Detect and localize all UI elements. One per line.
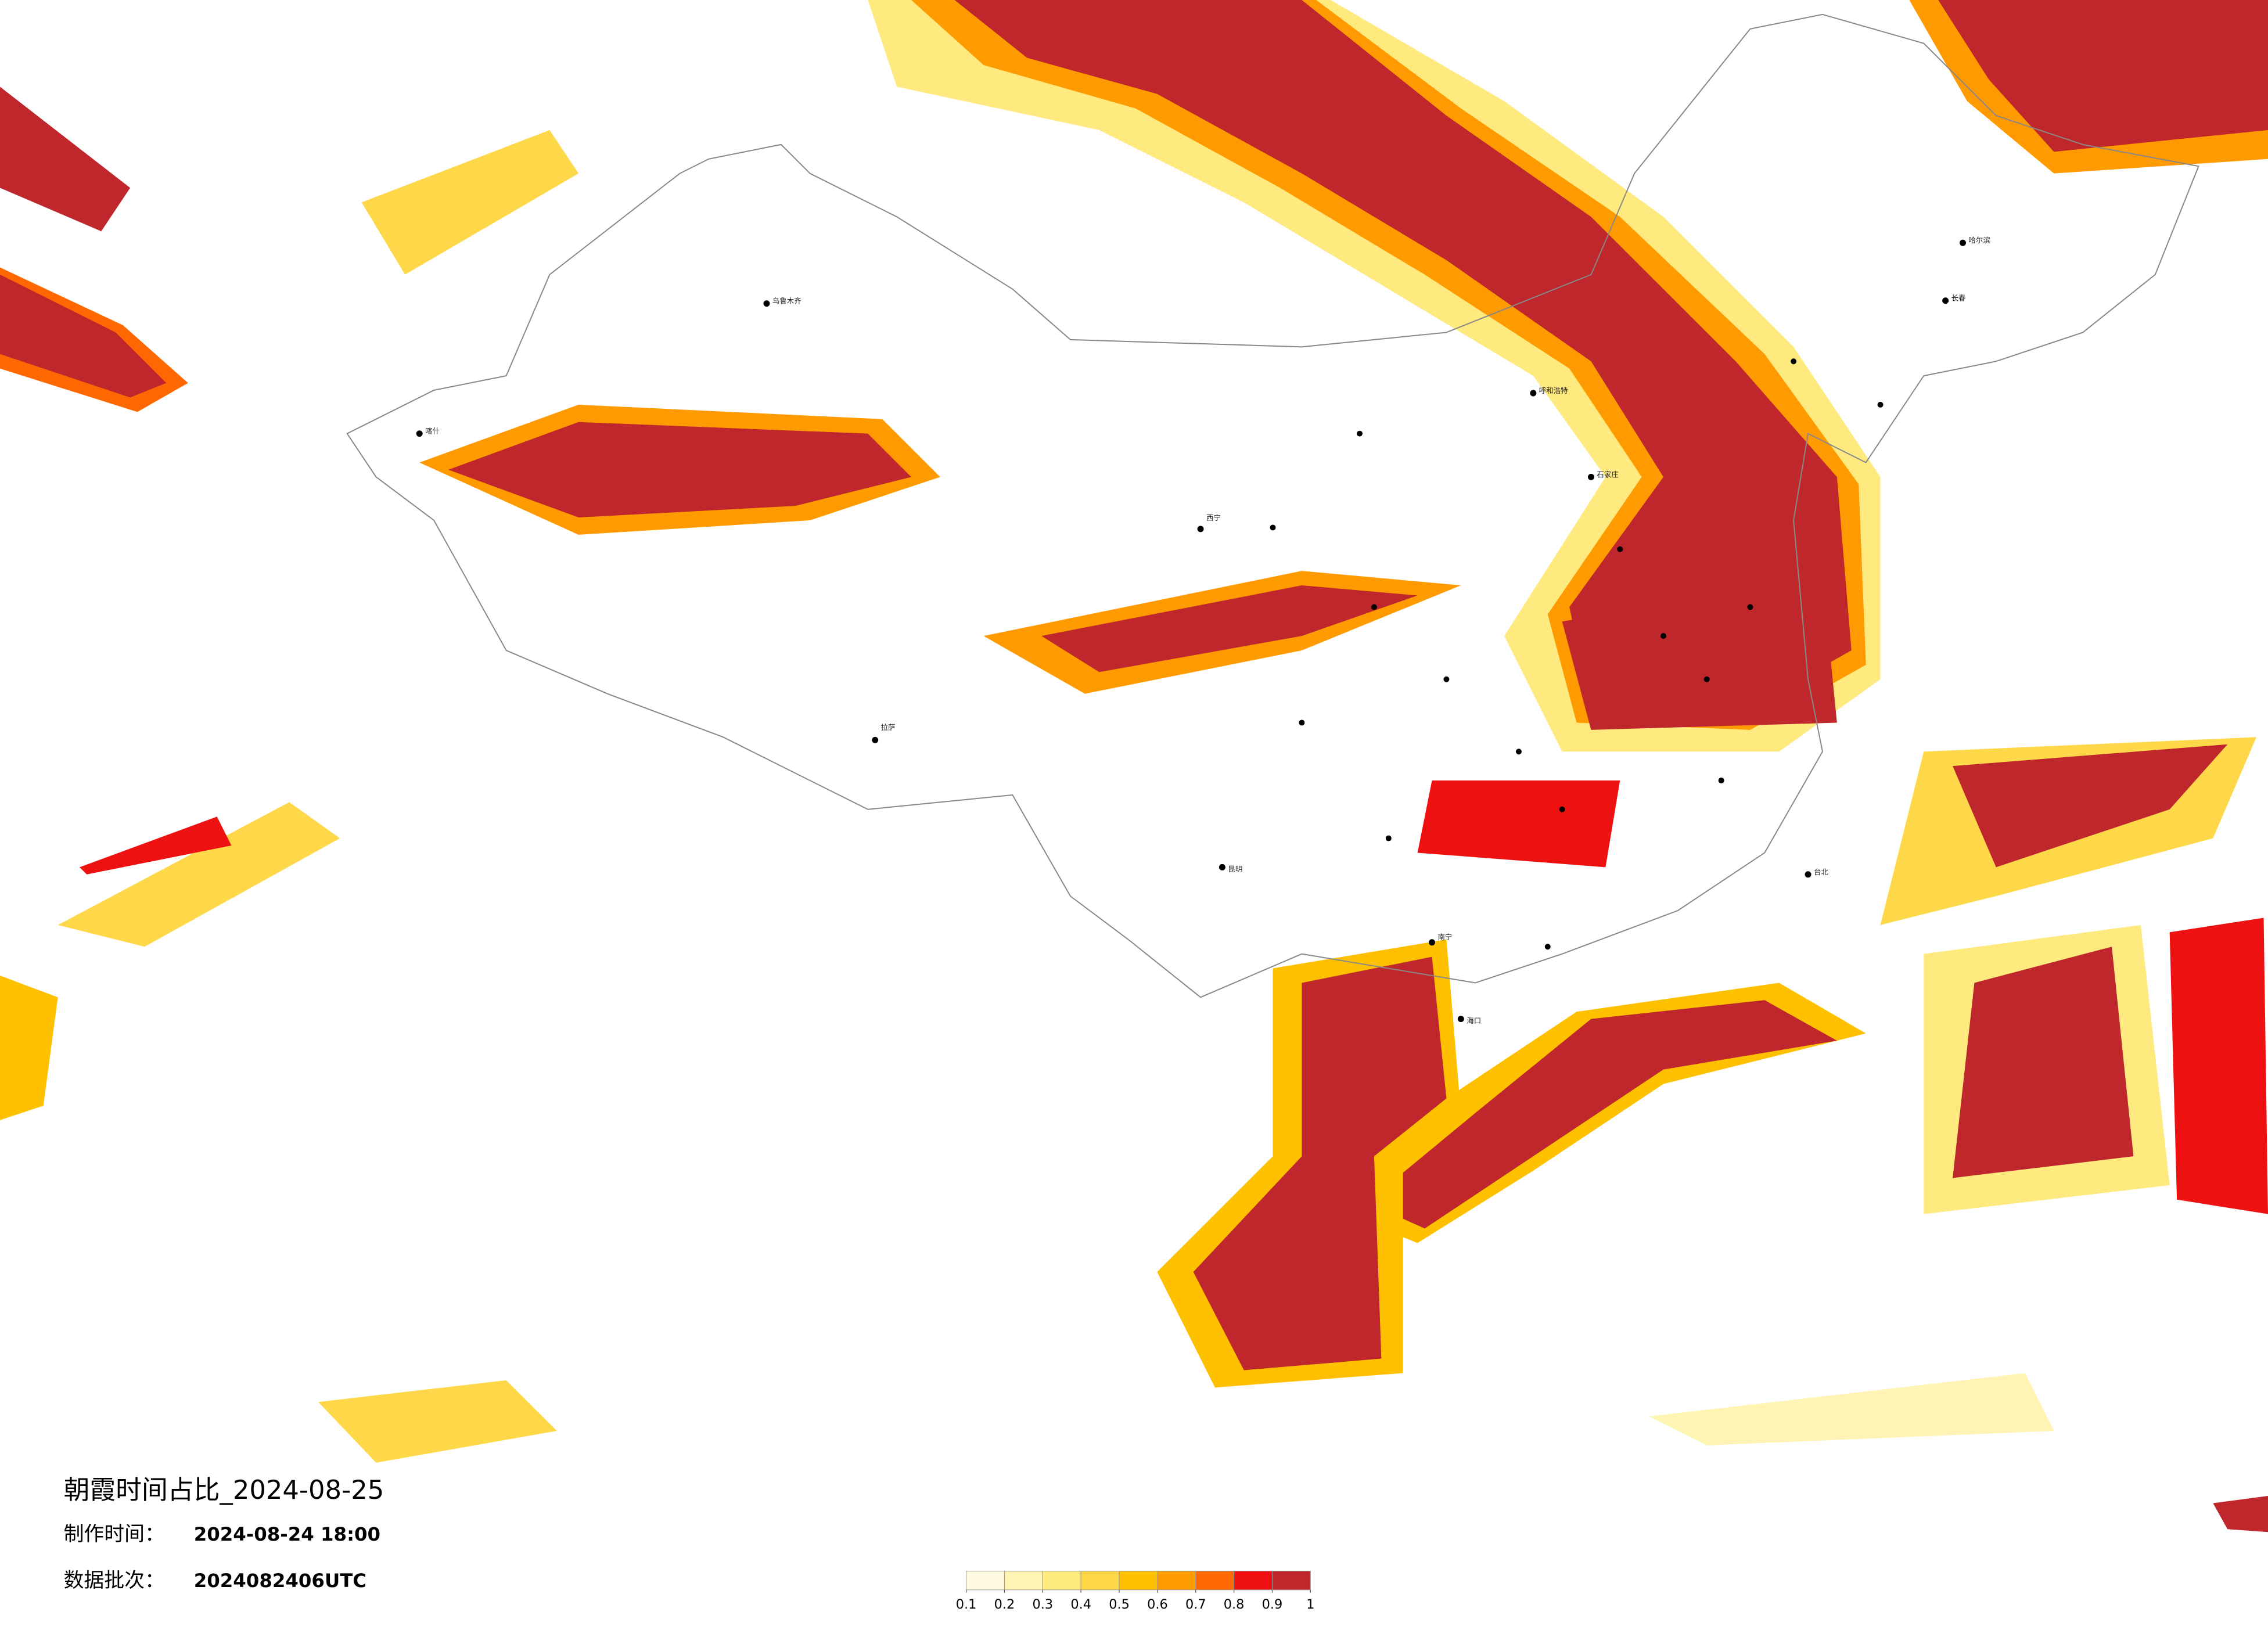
- colorbar-tick-label: 0.1: [956, 1597, 977, 1612]
- city-dot: [1617, 546, 1623, 552]
- city-dot: [1443, 676, 1450, 682]
- glow-area: [1938, 0, 2268, 152]
- colorbar-tick-label: 1: [1306, 1597, 1314, 1612]
- city-dot: [1960, 239, 1966, 246]
- glow-area: [57, 802, 340, 947]
- city-dot: [872, 736, 879, 743]
- city-dot: [1791, 358, 1797, 365]
- city-dot: [1718, 778, 1724, 783]
- glow-area: [361, 130, 579, 275]
- city-dot: [1703, 676, 1710, 682]
- city-label: 石家庄: [1597, 470, 1618, 479]
- city-label: 哈尔滨: [1968, 236, 1990, 244]
- city-dot: [1371, 604, 1377, 610]
- city-dot: [1587, 473, 1594, 480]
- city-dot: [1530, 390, 1537, 397]
- caption: 朝霞时间占比_2024-08-25 制作时间： 2024-08-24 18:00…: [64, 1474, 384, 1592]
- colorbar-tick-label: 0.7: [1185, 1597, 1206, 1612]
- colorbar-tick-label: 0.9: [1262, 1597, 1283, 1612]
- colorbar-box: [1234, 1570, 1273, 1591]
- city-dot: [1270, 524, 1276, 531]
- colorbar-box: [1195, 1570, 1235, 1591]
- city-label: 拉萨: [881, 723, 896, 732]
- colorbar-box: [1157, 1570, 1196, 1591]
- glow-area: [1953, 744, 2228, 868]
- city-dot: [1805, 871, 1811, 878]
- colorbar-box: [1004, 1570, 1043, 1591]
- glow-area: [79, 816, 232, 875]
- colorbar-box: [1271, 1570, 1311, 1591]
- glow-area: [1953, 947, 2134, 1178]
- city-dot: [1357, 430, 1363, 437]
- colorbar-tick-label: 0.5: [1109, 1597, 1130, 1612]
- colorbar-box: [1042, 1570, 1081, 1591]
- colorbar-tick-label: 0.3: [1033, 1597, 1054, 1612]
- made-time-value: 2024-08-24 18:00: [194, 1523, 380, 1545]
- city-label: 海口: [1467, 1016, 1481, 1025]
- colorbar-box: [966, 1570, 1005, 1591]
- colorbar-tick-label: 0.2: [994, 1597, 1015, 1612]
- city-dot: [1457, 1016, 1464, 1023]
- sunrise-glow-field: [0, 0, 2268, 1533]
- china-border: [346, 13, 2199, 998]
- glow-area: [1417, 780, 1620, 868]
- colorbar-box: [1080, 1570, 1120, 1591]
- city-label: 南宁: [1437, 933, 1452, 941]
- city-dot: [1559, 806, 1565, 812]
- colorbar-tick-label: 0.8: [1224, 1597, 1245, 1612]
- city-dot: [1660, 633, 1666, 639]
- city-dot: [1544, 944, 1551, 950]
- city-label: 长春: [1951, 294, 1966, 303]
- glow-area: [2213, 1496, 2268, 1533]
- city-markers: 哈尔滨 长春 乌鲁木齐 拉萨 西宁 昆明 南宁 海口 台北 石家庄 呼和浩特 喀…: [416, 236, 1990, 1025]
- city-dot: [416, 430, 423, 437]
- city-dot: [1385, 835, 1392, 841]
- made-time-label: 制作时间：: [64, 1523, 165, 1546]
- city-dot: [1197, 526, 1204, 533]
- city-label: 台北: [1814, 868, 1828, 876]
- city-label: 昆明: [1228, 865, 1242, 873]
- city-dot: [1942, 297, 1949, 304]
- city-dot: [1877, 401, 1884, 408]
- glow-area: [2169, 918, 2268, 1214]
- colorbar-box: [1119, 1570, 1158, 1591]
- glow-area: [448, 422, 911, 518]
- glow-area: [1193, 956, 1447, 1370]
- glow-area: [1367, 1000, 1837, 1229]
- map-title: 朝霞时间占比_2024-08-25: [64, 1474, 384, 1505]
- glow-area: [1649, 1373, 2054, 1445]
- glow-area: [318, 1380, 557, 1463]
- glow-area: [1041, 585, 1418, 672]
- city-label: 西宁: [1206, 513, 1221, 522]
- glow-area: [0, 87, 131, 232]
- colorbar: 0.1 0.2 0.3 0.4 0.5 0.6 0.7 0.8 0.9 1: [956, 1570, 1314, 1612]
- colorbar-tick-label: 0.4: [1070, 1597, 1091, 1612]
- city-label: 乌鲁木齐: [772, 297, 801, 305]
- glow-area: [1562, 578, 1837, 730]
- city-dot: [1515, 749, 1522, 755]
- batch-label: 数据批次：: [64, 1569, 165, 1592]
- glow-area: [0, 274, 167, 398]
- glow-area: [954, 0, 1852, 715]
- glow-area: [0, 976, 58, 1120]
- colorbar-tick-label: 0.6: [1147, 1597, 1168, 1612]
- city-dot: [1747, 604, 1753, 610]
- batch-value: 2024082406UTC: [194, 1570, 366, 1592]
- city-dot: [1429, 939, 1436, 946]
- city-dot: [1299, 720, 1305, 726]
- city-label: 喀什: [425, 427, 440, 436]
- city-dot: [1219, 864, 1225, 870]
- city-dot: [763, 300, 770, 307]
- city-label: 呼和浩特: [1539, 386, 1568, 395]
